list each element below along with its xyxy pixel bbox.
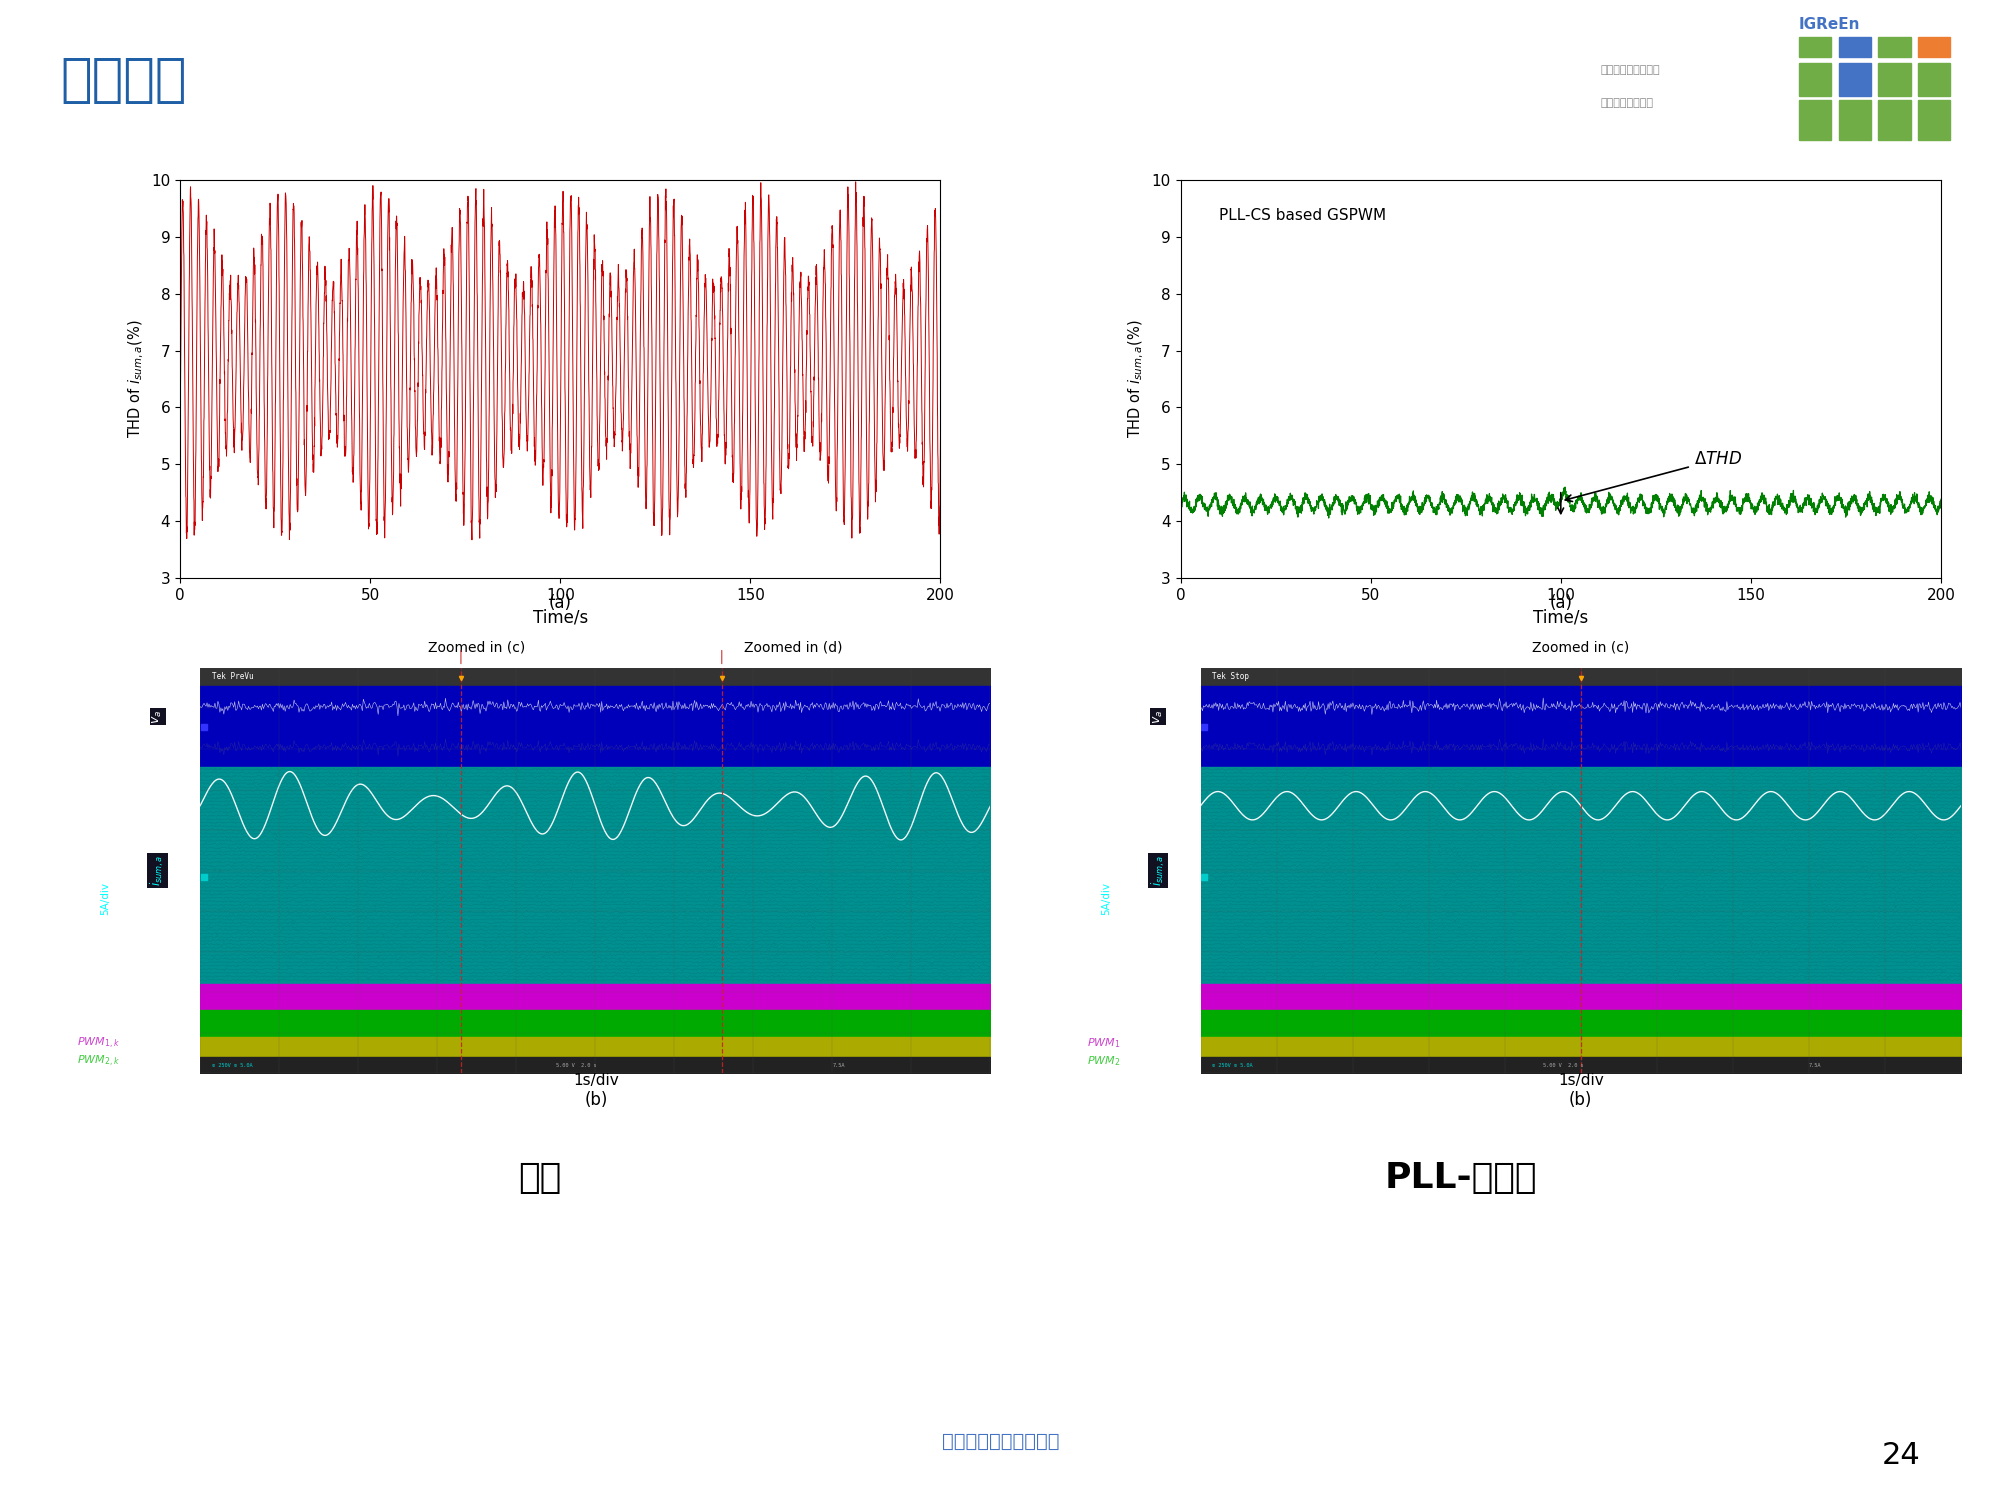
Bar xyxy=(1839,63,1871,96)
Text: 5.00 V  2.0 s: 5.00 V 2.0 s xyxy=(556,1063,596,1067)
Text: 1s/div: 1s/div xyxy=(574,1073,618,1088)
Text: 250V/div: 250V/div xyxy=(1101,726,1111,772)
Bar xyxy=(1799,38,1831,57)
Text: $i_{sum,a}$: $i_{sum,a}$ xyxy=(1149,856,1167,886)
Y-axis label: THD of $i_{sum,a}$(%): THD of $i_{sum,a}$(%) xyxy=(126,320,146,438)
Text: 与智能电网研究所: 与智能电网研究所 xyxy=(1601,98,1653,108)
Bar xyxy=(1799,101,1831,140)
Text: $\Delta THD$: $\Delta THD$ xyxy=(1565,450,1743,501)
Text: $PWM_{1,k}$: $PWM_{1,k}$ xyxy=(78,1036,120,1051)
Text: IGReEn: IGReEn xyxy=(1799,17,1861,32)
Bar xyxy=(1879,101,1911,140)
Text: 24: 24 xyxy=(1883,1441,1921,1471)
Text: $PWM_2$: $PWM_2$ xyxy=(1087,1054,1121,1069)
Bar xyxy=(1917,63,1951,96)
Text: 《电工技术学报》发布: 《电工技术学报》发布 xyxy=(942,1432,1059,1450)
Text: $v_a$: $v_a$ xyxy=(150,710,164,723)
Text: 250V/div: 250V/div xyxy=(100,726,110,772)
Bar xyxy=(1799,63,1831,96)
Text: ⊙ 250V ⊙ 5.0A: ⊙ 250V ⊙ 5.0A xyxy=(1213,1063,1253,1067)
Bar xyxy=(1839,101,1871,140)
Text: 5A/div: 5A/div xyxy=(100,883,110,916)
Text: (a): (a) xyxy=(548,594,572,612)
Text: 7.5A: 7.5A xyxy=(1809,1063,1821,1067)
Text: PLL-CS based GSPWM: PLL-CS based GSPWM xyxy=(1219,209,1387,224)
Text: $PWM_1$: $PWM_1$ xyxy=(1087,1036,1121,1051)
Text: $v_a$: $v_a$ xyxy=(1151,710,1165,723)
Bar xyxy=(1879,63,1911,96)
Text: Zoomed in (d): Zoomed in (d) xyxy=(744,641,842,654)
Text: 5.00 V  2.0 s: 5.00 V 2.0 s xyxy=(1543,1063,1583,1067)
X-axis label: Time/s: Time/s xyxy=(1533,608,1589,626)
Text: (b): (b) xyxy=(1569,1091,1593,1109)
Text: 5A/div: 5A/div xyxy=(1101,883,1111,916)
Text: 1s/div: 1s/div xyxy=(1559,1073,1603,1088)
Text: 7.5A: 7.5A xyxy=(832,1063,844,1067)
Text: $PWM_{2,k}$: $PWM_{2,k}$ xyxy=(78,1054,120,1069)
Bar xyxy=(1879,38,1911,57)
Text: 优化运行: 优化运行 xyxy=(60,54,186,107)
Text: 山东大学可再生能源: 山东大学可再生能源 xyxy=(1601,65,1661,75)
Text: 传统: 传统 xyxy=(518,1162,562,1195)
Text: $i_{sum,a}$: $i_{sum,a}$ xyxy=(148,856,166,886)
Text: (b): (b) xyxy=(584,1091,608,1109)
Text: Tek PreVu: Tek PreVu xyxy=(212,672,254,681)
X-axis label: Time/s: Time/s xyxy=(532,608,588,626)
Text: Zoomed in (c): Zoomed in (c) xyxy=(1533,641,1629,654)
Bar xyxy=(1839,38,1871,57)
Text: ⊙ 250V ⊙ 5.0A: ⊙ 250V ⊙ 5.0A xyxy=(212,1063,252,1067)
Text: Zoomed in (c): Zoomed in (c) xyxy=(428,641,526,654)
Bar xyxy=(1917,38,1951,57)
Text: PLL-自同步: PLL-自同步 xyxy=(1385,1162,1537,1195)
Text: Tek Stop: Tek Stop xyxy=(1213,672,1249,681)
Bar xyxy=(1917,101,1951,140)
Y-axis label: THD of $i_{sum,a}$(%): THD of $i_{sum,a}$(%) xyxy=(1127,320,1147,438)
Text: (a): (a) xyxy=(1549,594,1573,612)
